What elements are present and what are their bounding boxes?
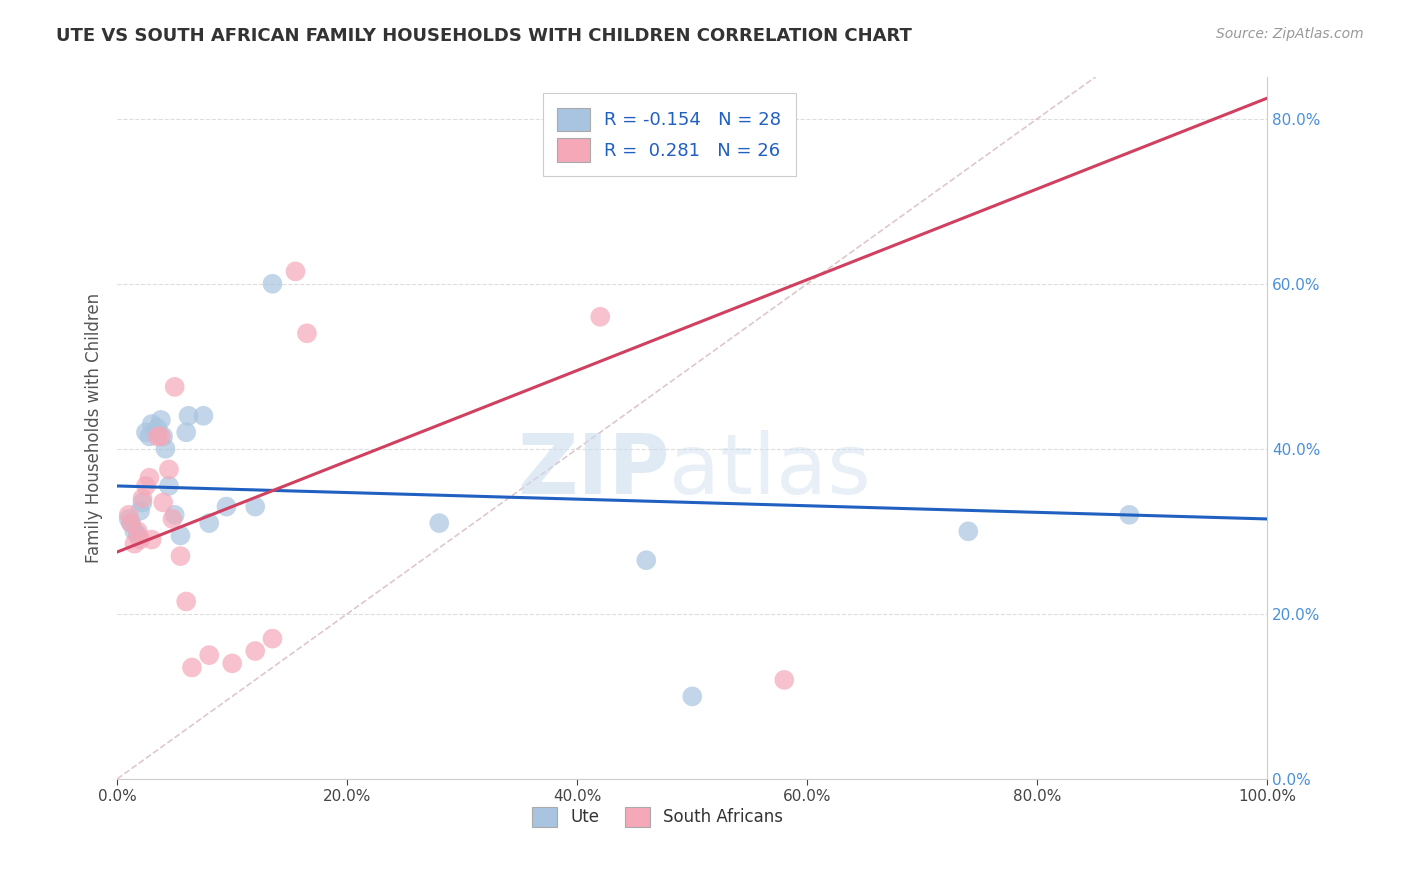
Point — [141, 417, 163, 431]
Point — [149, 413, 172, 427]
Point — [152, 429, 174, 443]
Point — [193, 409, 215, 423]
Point — [131, 495, 153, 509]
Point — [215, 500, 238, 514]
Point — [129, 533, 152, 547]
Text: Source: ZipAtlas.com: Source: ZipAtlas.com — [1216, 27, 1364, 41]
Point — [118, 508, 141, 522]
Point — [141, 533, 163, 547]
Point — [589, 310, 612, 324]
Point — [174, 594, 197, 608]
Point — [177, 409, 200, 423]
Point — [163, 380, 186, 394]
Point — [262, 632, 284, 646]
Point — [146, 429, 169, 443]
Text: atlas: atlas — [669, 430, 870, 511]
Point — [245, 500, 267, 514]
Point — [174, 425, 197, 440]
Point — [157, 479, 180, 493]
Point — [681, 690, 703, 704]
Point — [427, 516, 450, 530]
Point — [120, 516, 142, 530]
Point — [127, 528, 149, 542]
Point — [181, 660, 204, 674]
Point — [198, 516, 221, 530]
Point — [169, 549, 191, 563]
Point — [152, 495, 174, 509]
Point — [149, 429, 172, 443]
Point — [124, 524, 146, 539]
Point — [1118, 508, 1140, 522]
Point — [773, 673, 796, 687]
Point — [127, 524, 149, 539]
Point — [155, 442, 177, 456]
Point — [221, 657, 243, 671]
Point — [163, 508, 186, 522]
Legend: Ute, South Africans: Ute, South Africans — [526, 800, 790, 834]
Point — [157, 462, 180, 476]
Point — [162, 512, 184, 526]
Point — [118, 512, 141, 526]
Point — [245, 644, 267, 658]
Point — [146, 421, 169, 435]
Point — [131, 491, 153, 506]
Point — [636, 553, 658, 567]
Text: UTE VS SOUTH AFRICAN FAMILY HOUSEHOLDS WITH CHILDREN CORRELATION CHART: UTE VS SOUTH AFRICAN FAMILY HOUSEHOLDS W… — [56, 27, 912, 45]
Point — [135, 425, 157, 440]
Point — [169, 528, 191, 542]
Point — [262, 277, 284, 291]
Point — [138, 429, 160, 443]
Point — [198, 648, 221, 662]
Point — [120, 516, 142, 530]
Point — [957, 524, 980, 539]
Point — [138, 471, 160, 485]
Point — [284, 264, 307, 278]
Y-axis label: Family Households with Children: Family Households with Children — [86, 293, 103, 563]
Point — [129, 504, 152, 518]
Point — [124, 537, 146, 551]
Text: ZIP: ZIP — [517, 430, 669, 511]
Point — [135, 479, 157, 493]
Point — [295, 326, 318, 341]
